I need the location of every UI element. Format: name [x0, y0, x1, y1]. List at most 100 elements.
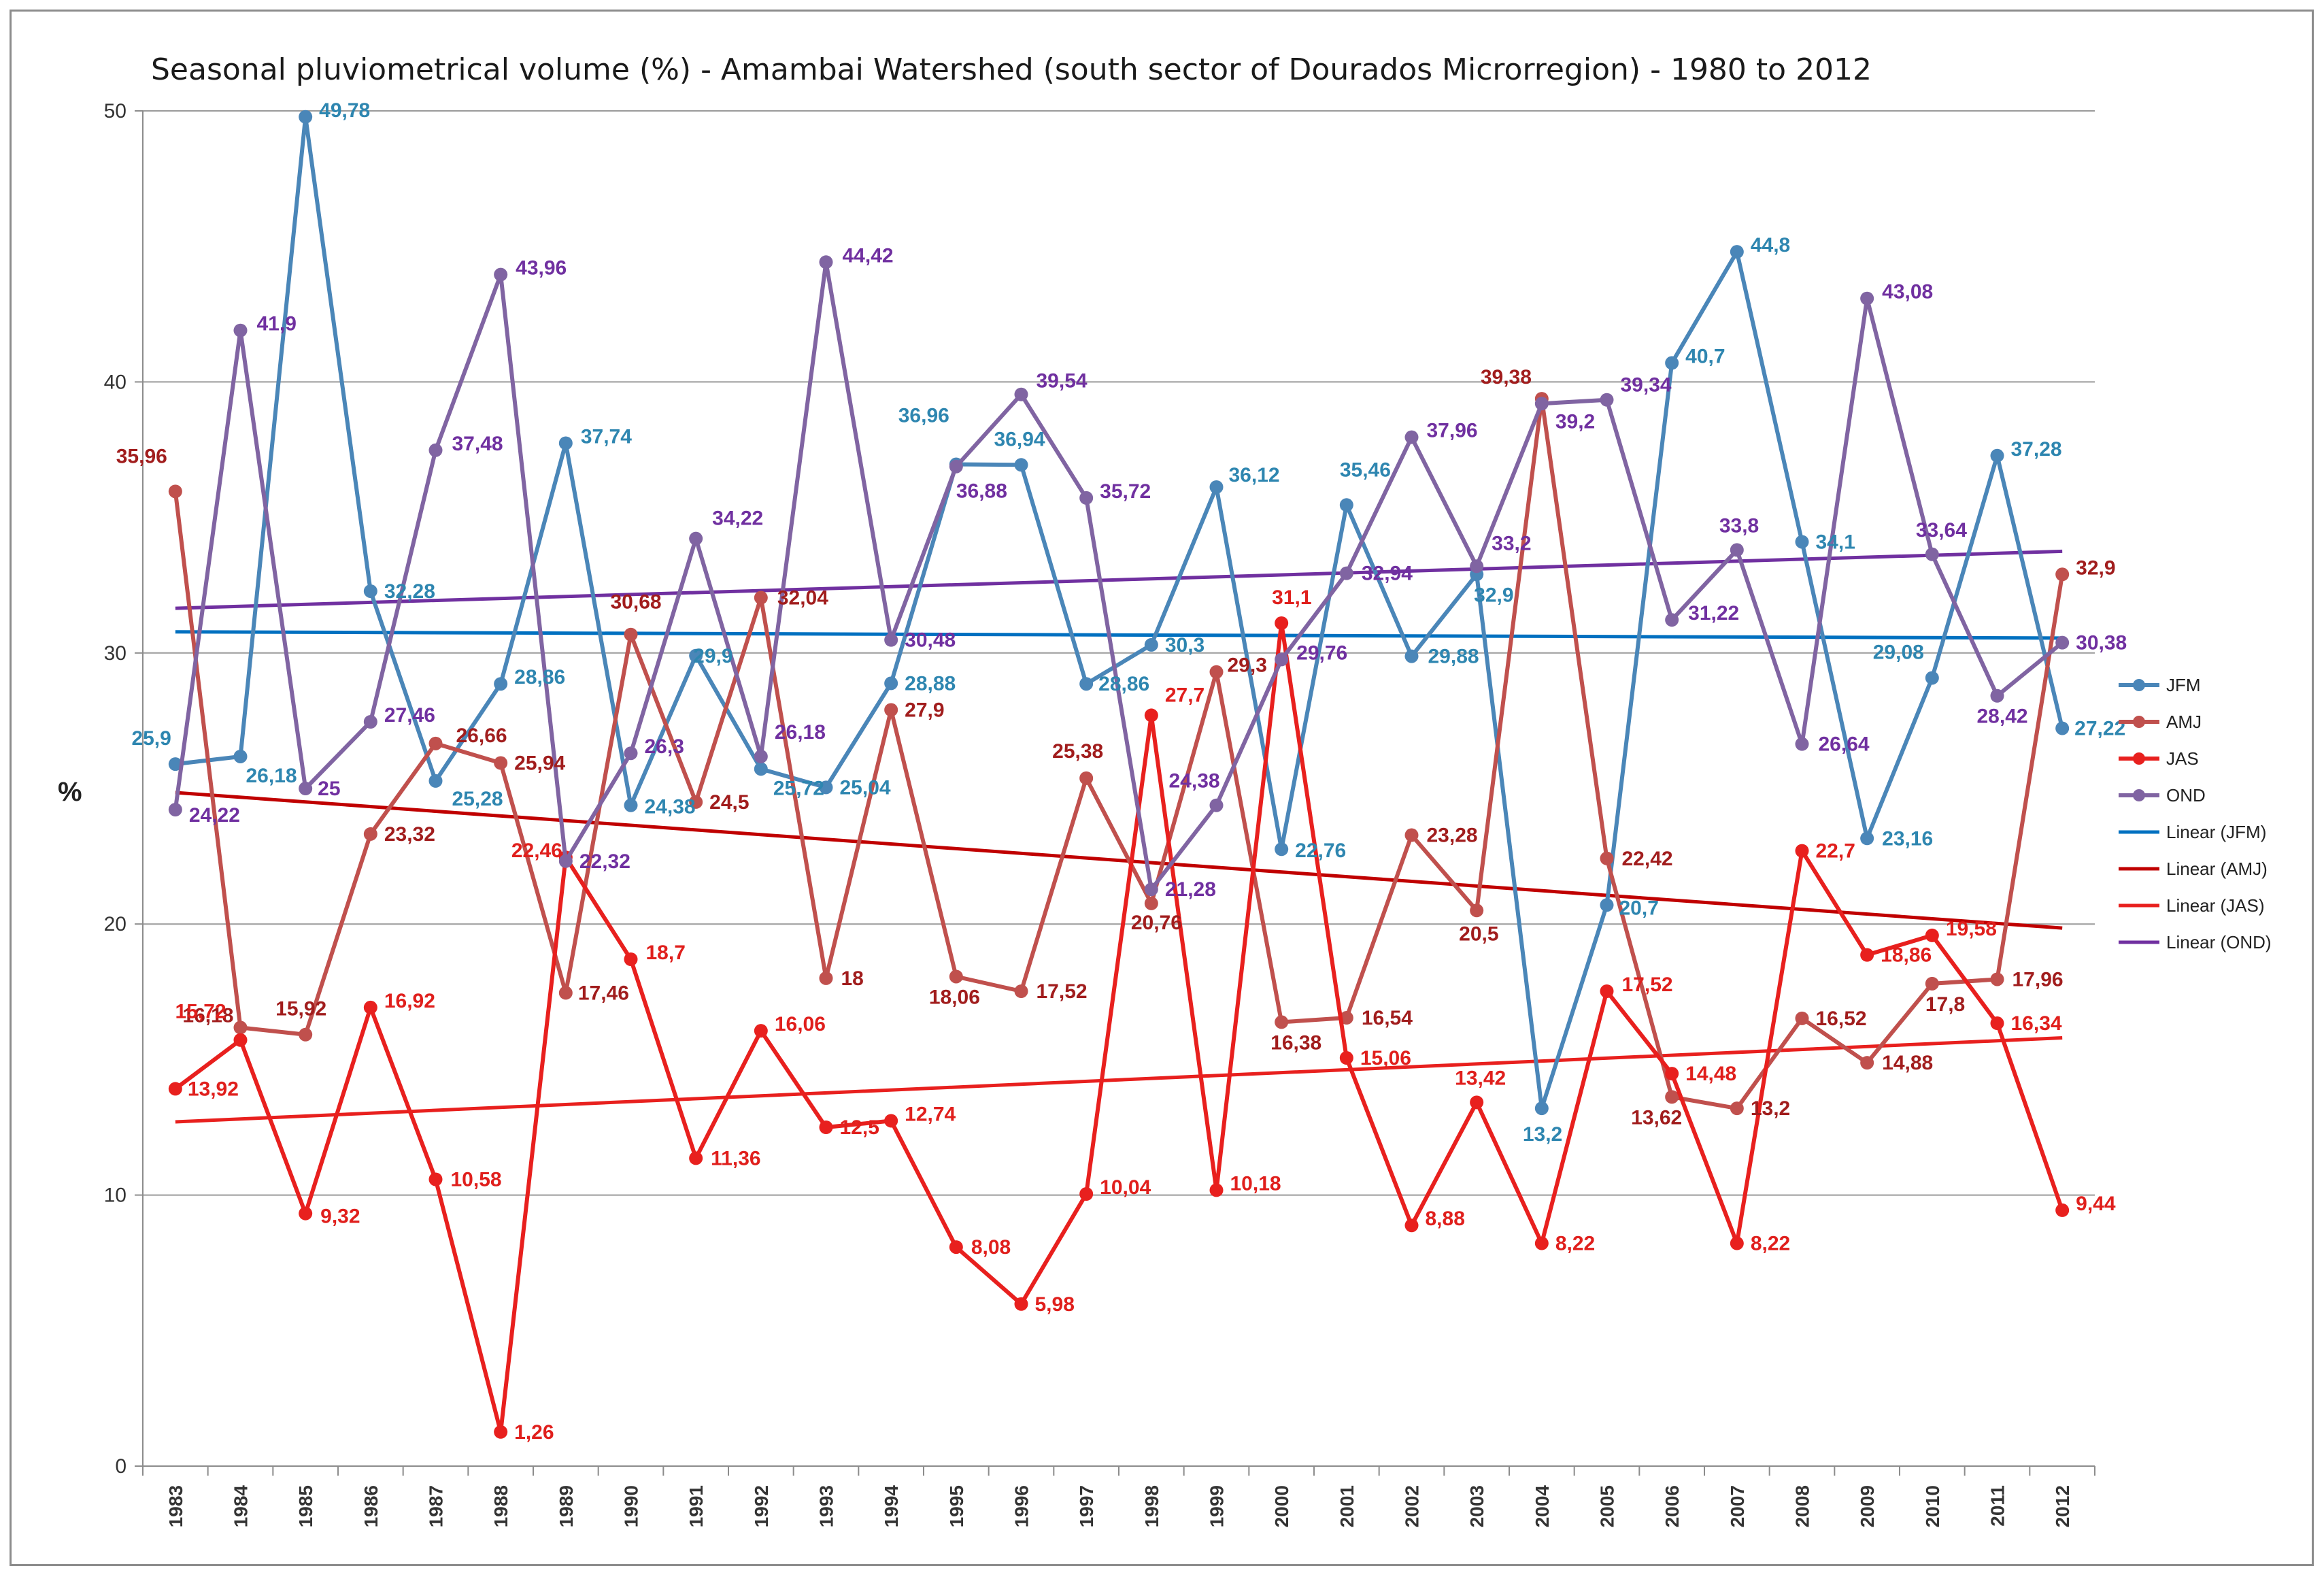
x-tick-label-1989: 1989	[556, 1485, 577, 1527]
data-point-jfm-1997	[1079, 677, 1094, 691]
chart-title: Seasonal pluviometrical volume (%) - Ama…	[151, 52, 1872, 87]
x-tick-label-1991: 1991	[686, 1485, 707, 1527]
data-label-jas-1996: 5,98	[1035, 1293, 1075, 1316]
data-point-amj-1992	[754, 591, 768, 605]
data-point-ond-1996	[1014, 387, 1028, 401]
data-label-jfm-1986: 32,28	[384, 580, 435, 603]
data-point-ond-1990	[624, 746, 638, 761]
data-label-jfm-2001: 35,46	[1340, 459, 1391, 481]
data-point-jas-1995	[949, 1240, 963, 1255]
x-tick-label-1992: 1992	[751, 1485, 772, 1527]
data-label-amj-2001: 16,54	[1362, 1007, 1413, 1029]
data-point-amj-1999	[1209, 665, 1224, 679]
y-tick-label-0: 0	[115, 1455, 127, 1478]
data-point-jas-1991	[689, 1151, 703, 1165]
data-label-jas-2000: 31,1	[1272, 586, 1311, 609]
data-label-jas-1999: 10,18	[1230, 1172, 1281, 1195]
data-point-ond-2006	[1665, 613, 1679, 627]
data-label-jfm-2012: 27,22	[2074, 718, 2125, 740]
data-point-jas-2011	[1990, 1016, 2004, 1031]
data-point-amj-2010	[1925, 976, 1939, 991]
data-point-jas-2003	[1470, 1095, 1484, 1110]
chart-frame: Seasonal pluviometrical volume (%) - Ama…	[10, 10, 2314, 1566]
data-point-jfm-1999	[1209, 480, 1224, 494]
data-label-ond-2005: 39,34	[1621, 374, 1672, 397]
data-point-jas-1994	[884, 1114, 898, 1128]
data-point-jas-1990	[624, 952, 638, 966]
data-point-jas-1999	[1209, 1183, 1224, 1197]
x-tick-label-2002: 2002	[1402, 1485, 1423, 1527]
x-tick-label-1983: 1983	[165, 1485, 186, 1527]
data-point-jas-2012	[2055, 1203, 2070, 1217]
data-point-jas-1998	[1144, 708, 1158, 723]
data-point-jas-1993	[819, 1120, 833, 1134]
data-point-jfm-1990	[624, 798, 638, 812]
data-label-jas-2004: 8,22	[1555, 1233, 1595, 1255]
data-label-ond-1985: 25	[318, 778, 340, 800]
data-point-jfm-1989	[558, 436, 573, 450]
data-label-jfm-1990: 24,38	[645, 796, 696, 818]
data-label-jfm-1993: 25,04	[840, 776, 891, 799]
trendline-linear-amj-	[175, 791, 2063, 930]
data-label-jas-1992: 16,06	[775, 1013, 826, 1035]
data-label-jfm-2009: 23,16	[1882, 827, 1933, 850]
data-label-ond-1999: 24,38	[1169, 770, 1220, 793]
data-label-ond-1987: 37,48	[452, 433, 503, 455]
data-point-amj-2001	[1339, 1011, 1353, 1025]
x-tick-label-2012: 2012	[2052, 1485, 2073, 1527]
data-label-jas-2001: 15,06	[1360, 1047, 1411, 1069]
data-point-jfm-1996	[1014, 458, 1028, 472]
data-label-amj-1988: 25,94	[514, 752, 565, 775]
x-tick-label-1986: 1986	[360, 1485, 382, 1527]
data-label-jfm-2011: 37,28	[2011, 438, 2062, 461]
legend-label-linear-jas-: Linear (JAS)	[2166, 895, 2265, 916]
data-point-jas-2009	[1860, 948, 1874, 962]
data-label-ond-1983: 24,22	[189, 804, 240, 827]
data-point-ond-1984	[233, 323, 248, 337]
data-point-ond-2000	[1275, 652, 1289, 667]
legend-label-ond: OND	[2166, 785, 2206, 806]
data-point-jfm-2010	[1925, 671, 1939, 685]
data-point-ond-2005	[1600, 393, 1614, 407]
data-point-jfm-1985	[299, 110, 313, 124]
data-label-jfm-2003: 32,9	[1474, 584, 1513, 606]
data-point-jas-2004	[1534, 1236, 1549, 1250]
data-point-amj-1989	[558, 986, 573, 1000]
data-label-jas-1985: 9,32	[320, 1206, 360, 1228]
data-point-ond-1986	[363, 714, 377, 729]
data-label-amj-1983: 35,96	[116, 445, 167, 467]
data-label-amj-1992: 32,04	[777, 587, 828, 610]
data-label-jas-1990: 18,7	[646, 942, 686, 964]
data-label-jas-1993: 12,5	[840, 1116, 879, 1139]
data-point-jas-2005	[1600, 984, 1614, 999]
data-label-ond-1994: 30,48	[905, 629, 956, 652]
data-point-amj-2006	[1665, 1090, 1679, 1104]
data-label-jfm-2006: 40,7	[1685, 346, 1725, 368]
data-point-ond-2001	[1339, 566, 1353, 580]
data-point-jas-1996	[1014, 1297, 1028, 1311]
data-point-ond-1991	[689, 531, 703, 546]
data-label-ond-2012: 30,38	[2076, 632, 2127, 654]
data-point-jfm-1992	[754, 762, 768, 776]
legend-label-jfm: JFM	[2166, 675, 2201, 695]
legend-marker-jas	[2133, 752, 2145, 765]
data-point-ond-2002	[1404, 430, 1419, 444]
line-chart: Seasonal pluviometrical volume (%) - Ama…	[58, 52, 2272, 1527]
data-label-jas-1998: 27,7	[1165, 684, 1205, 706]
data-label-jas-1984: 15,72	[175, 1001, 226, 1023]
data-label-amj-1996: 17,52	[1037, 980, 1088, 1003]
data-label-jfm-2004: 13,2	[1523, 1123, 1562, 1146]
data-point-ond-1985	[299, 782, 313, 795]
data-label-ond-2009: 43,08	[1882, 281, 1933, 303]
data-label-ond-2002: 37,96	[1427, 420, 1478, 442]
data-label-jas-1983: 13,92	[188, 1078, 239, 1100]
data-point-ond-1993	[819, 255, 833, 269]
data-label-jfm-2007: 44,8	[1751, 234, 1790, 256]
data-label-amj-1987: 26,66	[456, 725, 507, 747]
data-label-ond-1991: 34,22	[712, 508, 763, 530]
data-label-amj-1995: 18,06	[929, 986, 980, 1008]
data-label-jas-1987: 10,58	[451, 1168, 502, 1191]
data-label-ond-2008: 26,64	[1819, 733, 1870, 756]
data-point-jas-2001	[1339, 1051, 1353, 1065]
data-label-jas-2005: 17,52	[1622, 974, 1673, 996]
